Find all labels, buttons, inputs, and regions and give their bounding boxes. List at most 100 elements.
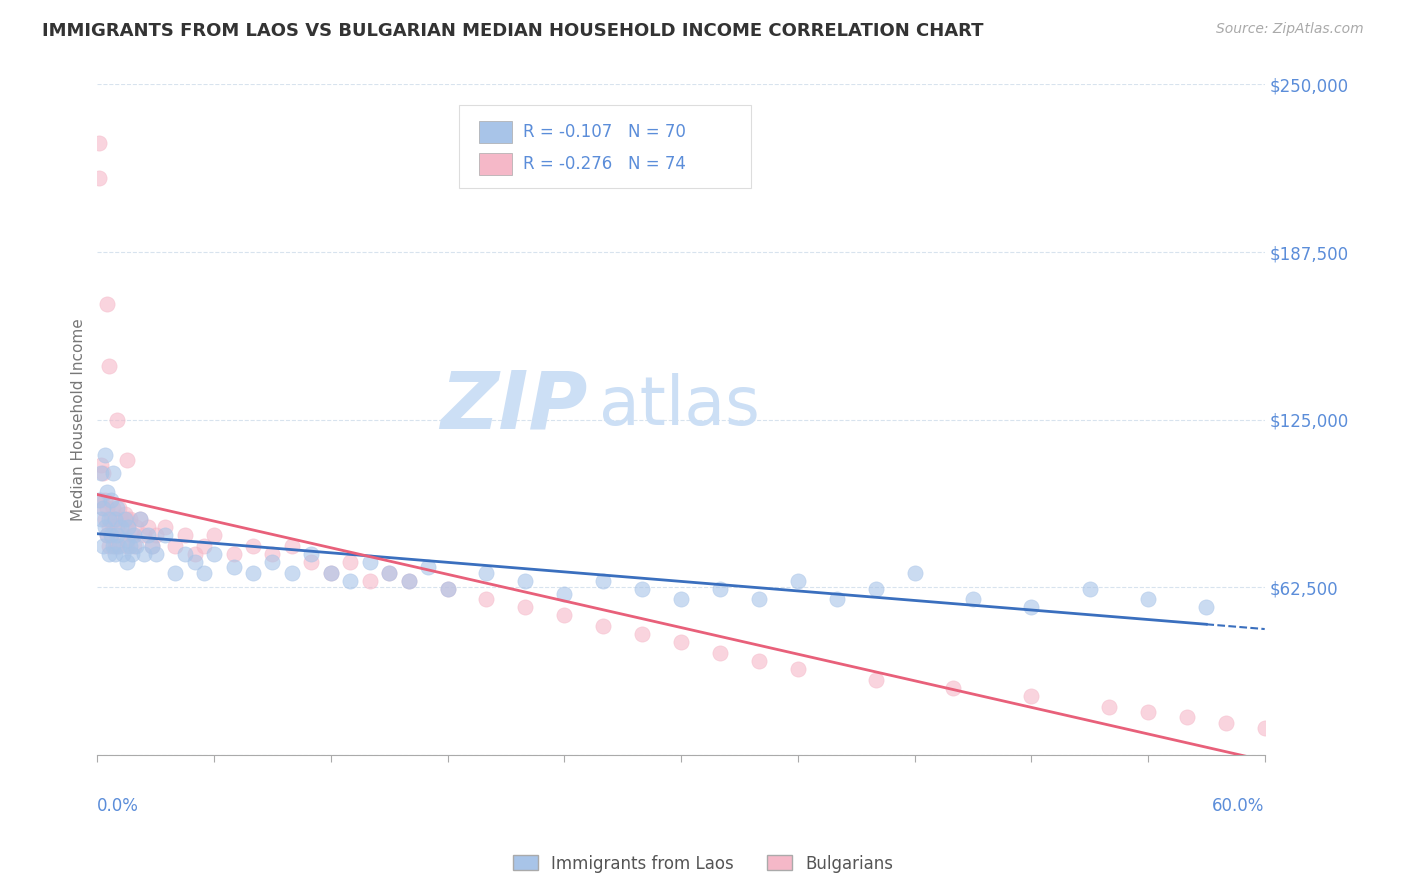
Point (89, 136, 111, 151)
Point (165, 566, 187, 580)
Point (155, 520, 177, 534)
Point (359, 574, 381, 588)
Point (141, 539, 163, 553)
Point (120, 512, 142, 526)
Point (100, 528, 122, 542)
Y-axis label: Median Household Income: Median Household Income (72, 318, 86, 521)
Point (96, 485, 118, 500)
Point (398, 574, 420, 588)
Point (100, 512, 122, 526)
Point (299, 555, 322, 569)
Text: IMMIGRANTS FROM LAOS VS BULGARIAN MEDIAN HOUSEHOLD INCOME CORRELATION CHART: IMMIGRANTS FROM LAOS VS BULGARIAN MEDIAN… (42, 22, 984, 40)
Point (865, 582, 887, 596)
Point (165, 539, 187, 553)
Point (786, 574, 808, 588)
Point (242, 566, 264, 580)
Point (96, 528, 118, 542)
Point (1254, 721, 1277, 735)
Bar (479, 121, 512, 143)
Point (94, 493, 117, 508)
Point (202, 547, 225, 561)
Point (942, 681, 965, 695)
Point (262, 547, 284, 561)
Point (202, 528, 225, 542)
Point (111, 528, 134, 542)
Point (104, 512, 127, 526)
Point (120, 539, 142, 553)
Point (90, 467, 112, 481)
Legend: Immigrants from Laos, Bulgarians: Immigrants from Laos, Bulgarians (506, 848, 900, 880)
Point (903, 566, 925, 580)
Point (631, 582, 654, 596)
Point (222, 547, 245, 561)
Point (105, 528, 128, 542)
Point (1019, 600, 1042, 615)
Point (145, 528, 167, 542)
Point (129, 512, 152, 526)
Point (125, 539, 148, 553)
Point (105, 501, 128, 516)
Point (114, 507, 136, 521)
Point (110, 520, 132, 534)
Point (115, 512, 138, 526)
Point (115, 533, 138, 548)
Point (96, 297, 118, 311)
Point (136, 528, 159, 542)
Point (115, 555, 138, 569)
Point (193, 566, 215, 580)
Point (475, 592, 498, 607)
Point (105, 412, 128, 426)
Point (104, 539, 127, 553)
Point (631, 627, 654, 641)
Point (475, 566, 498, 580)
Point (117, 520, 139, 534)
Text: 0.0%: 0.0% (97, 797, 139, 814)
Point (339, 574, 361, 588)
Point (121, 528, 143, 542)
Point (94, 520, 117, 534)
Point (107, 501, 129, 516)
Point (339, 555, 361, 569)
Point (865, 673, 887, 687)
Point (121, 547, 143, 561)
Point (98, 512, 121, 526)
Point (98, 539, 121, 553)
Point (1195, 600, 1218, 615)
Point (174, 528, 197, 542)
Point (124, 528, 146, 542)
Point (100, 493, 122, 508)
Point (91, 467, 114, 481)
Point (105, 539, 128, 553)
Point (145, 547, 167, 561)
Point (669, 635, 692, 649)
Point (136, 520, 159, 534)
Point (94, 512, 117, 526)
Point (1175, 710, 1198, 724)
Point (299, 547, 322, 561)
Point (174, 547, 197, 561)
Point (378, 566, 401, 580)
Point (124, 539, 146, 553)
Point (114, 512, 136, 526)
Point (436, 582, 458, 596)
Point (281, 566, 304, 580)
Point (378, 566, 401, 580)
Text: R = -0.276   N = 74: R = -0.276 N = 74 (523, 155, 686, 173)
Point (242, 539, 264, 553)
Point (129, 512, 152, 526)
Point (110, 512, 132, 526)
Point (281, 539, 304, 553)
Point (748, 654, 770, 668)
Point (592, 574, 614, 588)
Point (222, 560, 245, 574)
Point (111, 547, 134, 561)
Point (105, 520, 128, 534)
Point (91, 501, 114, 516)
Point (90, 458, 112, 473)
Point (96, 528, 118, 542)
Point (962, 592, 984, 607)
Point (553, 587, 575, 601)
Point (91, 539, 114, 553)
Text: atlas: atlas (599, 373, 761, 439)
Point (262, 555, 284, 569)
